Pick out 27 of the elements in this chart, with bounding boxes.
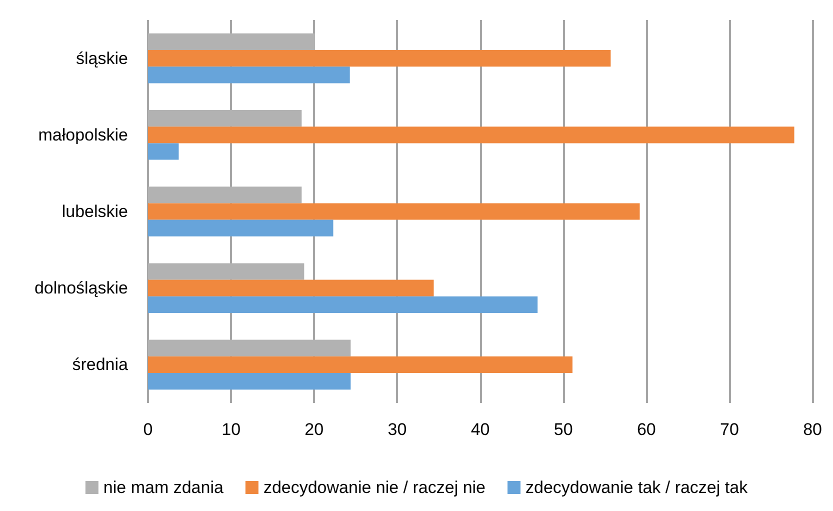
bar [148,126,794,144]
bar [148,203,640,220]
bar [148,143,179,160]
x-tick-label: 50 [554,420,573,439]
legend-label: zdecydowanie tak / raczej tak [526,478,748,497]
bar [148,66,350,84]
bar [148,50,611,67]
y-tick-label: dolnośląskie [34,278,128,298]
x-tick-label: 80 [803,420,822,439]
y-tick-label: małopolskie [38,125,128,144]
x-tick-label: 70 [720,420,739,439]
y-tick-label: lubelskie [62,202,128,221]
bar [148,296,538,313]
y-tick-label: śląskie [76,48,128,68]
x-tick-label: 20 [304,420,324,439]
x-tick-label: 60 [636,420,656,439]
bar [148,280,434,296]
y-tick-label: średnia [72,355,129,374]
bar [148,220,334,236]
x-tick-label: 0 [143,420,153,439]
x-tick-label: 10 [222,420,241,439]
x-tick-label: 40 [470,420,490,439]
legend-label: zdecydowanie nie / raczej nie [263,478,486,497]
bar [148,356,572,373]
legend-label: nie mam zdania [103,478,224,497]
x-tick-label: 30 [388,420,407,439]
bar [148,373,351,390]
